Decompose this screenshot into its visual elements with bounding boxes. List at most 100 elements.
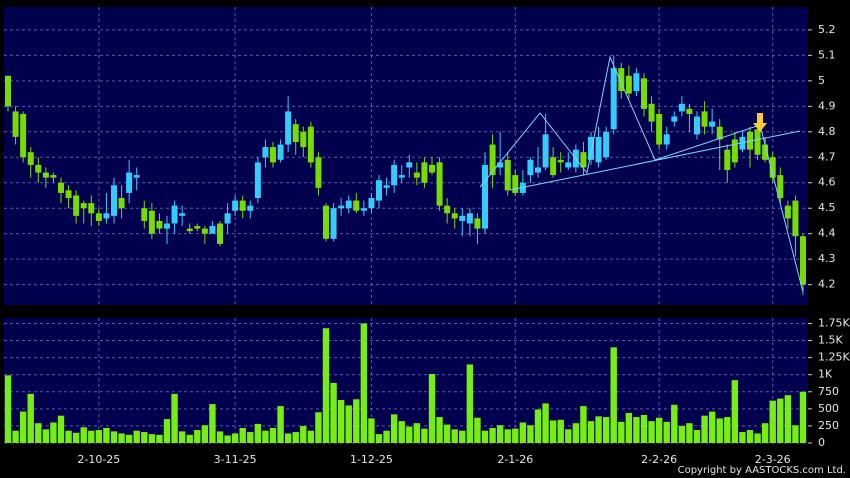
volume-bar [784, 395, 792, 443]
candle-body [65, 190, 72, 199]
candle-body [330, 208, 337, 239]
volume-bar [663, 421, 670, 443]
volume-bar [557, 419, 564, 443]
volume-bar [648, 421, 655, 443]
candle-body [262, 147, 269, 158]
candle-body [504, 159, 511, 191]
volume-bar [383, 430, 390, 443]
candle-body [641, 78, 647, 109]
candle-body [292, 124, 299, 142]
volume-bar [716, 418, 723, 443]
candle-body [701, 111, 708, 127]
candle-body [694, 116, 700, 135]
volume-bar [95, 430, 103, 443]
candle-body [12, 111, 19, 137]
candle-body [625, 75, 632, 94]
candle-body [95, 213, 102, 221]
candle-body [111, 185, 117, 216]
candle-body [247, 205, 254, 211]
volume-bar [474, 417, 481, 443]
volume-bar [368, 418, 375, 443]
volume-bar [118, 433, 125, 443]
x-tick-label: 2-3-26 [755, 453, 791, 466]
signal-arrow [753, 113, 767, 132]
volume-bar [398, 421, 405, 443]
candle-body [360, 208, 367, 211]
y-tick-label: 1K [818, 368, 833, 381]
candle-body [497, 162, 504, 168]
volume-bar [799, 391, 807, 443]
y-tick-label: 5 [818, 74, 825, 87]
candle-body [307, 126, 314, 163]
volume-bar [27, 393, 34, 443]
volume-bar [42, 429, 50, 443]
volume-bar [504, 429, 511, 443]
y-tick-label: 4.8 [818, 125, 836, 138]
candle-body [762, 144, 769, 160]
x-tick-label: 1-12-25 [350, 453, 393, 466]
candle-body [232, 200, 239, 211]
candle-body [376, 180, 382, 201]
volume-bar [671, 404, 678, 443]
volume-bar [12, 430, 19, 443]
volume-bar [171, 393, 178, 443]
candle-body [800, 236, 806, 285]
candle-body [466, 213, 473, 224]
candle-body [239, 200, 246, 211]
volume-bar [57, 415, 65, 443]
candle-body [164, 223, 170, 229]
candle-body [156, 220, 163, 229]
candle-body [277, 144, 284, 160]
volume-bar [580, 406, 587, 443]
candle-body [103, 213, 110, 219]
volume-bar [50, 422, 57, 443]
candle-body [118, 198, 125, 209]
volume-bar [406, 426, 413, 443]
volume-bar [247, 432, 254, 443]
candle-body [300, 131, 307, 148]
candle-body [338, 205, 345, 209]
candle-body [80, 203, 87, 209]
candle-body [731, 139, 738, 163]
volume-bar [451, 429, 458, 443]
volume-bar [413, 423, 421, 443]
volume-bar [360, 323, 368, 443]
candle-body [323, 205, 329, 239]
candle-body [754, 129, 761, 155]
volume-bar [125, 434, 133, 443]
candle-body [542, 134, 549, 168]
volume-bar [777, 398, 784, 443]
candle-body [413, 172, 420, 178]
volume-bar [186, 434, 193, 443]
y-tick-label: 1.75K [818, 316, 850, 329]
volume-bar [284, 433, 292, 443]
candle-body [436, 162, 443, 206]
y-tick-label: 4.7 [818, 150, 836, 163]
y-tick-label: 500 [818, 402, 839, 415]
volume-bar [4, 375, 12, 443]
y-tick-label: 1.25K [818, 351, 850, 364]
volume-bar [655, 417, 663, 443]
volume-bar [708, 411, 716, 443]
candle-body [141, 208, 148, 221]
candle-body [482, 164, 488, 229]
volume-bar [731, 380, 739, 443]
volume-bar [390, 414, 398, 443]
candle-body [648, 103, 655, 122]
volume-bar [178, 431, 186, 443]
candle-body [618, 68, 625, 92]
candle-body [391, 164, 398, 186]
volume-bar [300, 425, 307, 443]
candle-body [42, 172, 49, 178]
volume-bar [686, 423, 693, 443]
candle-body [133, 175, 140, 178]
volume-bar [148, 434, 156, 443]
y-tick-label: 5.1 [818, 48, 836, 61]
volume-bar [110, 431, 118, 443]
volume-bar [353, 399, 360, 443]
volume-bar [527, 425, 534, 443]
y-tick-label: 0 [818, 436, 825, 449]
candle-body [194, 226, 201, 229]
volume-bar [375, 434, 383, 443]
